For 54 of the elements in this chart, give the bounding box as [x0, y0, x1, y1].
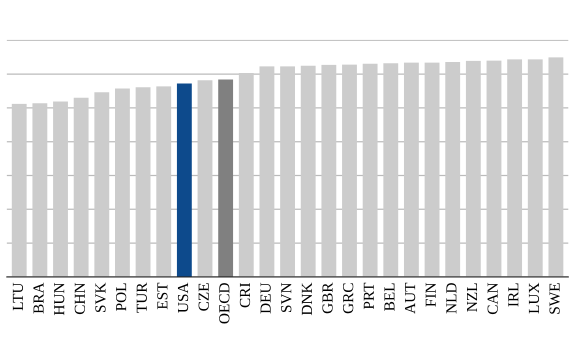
bar — [53, 102, 68, 277]
x-tick-label: BRA — [33, 282, 44, 314]
x-tick-label: DEU — [260, 282, 271, 314]
bar — [321, 64, 336, 277]
x-tick-label: NLD — [446, 283, 456, 314]
bar — [507, 59, 522, 277]
bar — [466, 60, 481, 277]
bar — [115, 88, 130, 277]
x-tick-label: TUR — [136, 282, 147, 313]
x-tick-label: EST — [157, 282, 168, 310]
bar — [445, 62, 460, 277]
x-tick-label: POL — [116, 283, 126, 311]
x-tick-label: CHN — [74, 282, 85, 314]
x-tick-label: AUT — [405, 282, 416, 314]
x-tick-label: CZE — [198, 283, 209, 311]
bar — [156, 86, 172, 277]
x-tick-label: SWE — [549, 283, 560, 314]
x-tick-label: PRT — [364, 282, 374, 310]
x-tick-label: BEL — [384, 283, 394, 311]
x-tick-label: GBR — [322, 282, 333, 314]
bar — [300, 66, 316, 277]
bar — [238, 72, 254, 277]
bar — [424, 62, 440, 277]
x-tick-label: USA — [178, 282, 188, 313]
x-tick-label: NZL — [467, 283, 478, 312]
x-tick-label: IRL — [508, 283, 518, 307]
x-tick-label: CRI — [240, 283, 250, 308]
bar — [404, 62, 419, 277]
bar — [176, 84, 192, 277]
bar — [259, 66, 274, 277]
bar — [486, 60, 502, 277]
x-tick-label: CAN — [488, 282, 498, 314]
x-tick-label: FIN — [426, 282, 436, 307]
bar — [528, 59, 543, 277]
x-tick-label: LUX — [528, 282, 540, 314]
bar — [218, 80, 234, 277]
bar — [32, 103, 48, 277]
x-tick-label: OECD — [219, 283, 230, 324]
x-tick-label: LTU — [12, 282, 24, 310]
bar — [12, 104, 27, 277]
bar — [383, 63, 398, 277]
x-tick-label: HUN — [54, 282, 64, 316]
bar — [198, 80, 212, 277]
bar — [74, 98, 89, 277]
x-tick-label: DNK — [302, 282, 312, 316]
x-tick-label: SVK — [95, 282, 106, 312]
x-tick-label: SVN — [281, 282, 292, 312]
x-tick-label: GRC — [343, 283, 354, 314]
bar — [280, 66, 295, 277]
bar — [362, 64, 378, 277]
bar — [94, 92, 110, 277]
bar — [342, 64, 357, 277]
bar — [548, 57, 564, 277]
bar — [136, 87, 151, 277]
